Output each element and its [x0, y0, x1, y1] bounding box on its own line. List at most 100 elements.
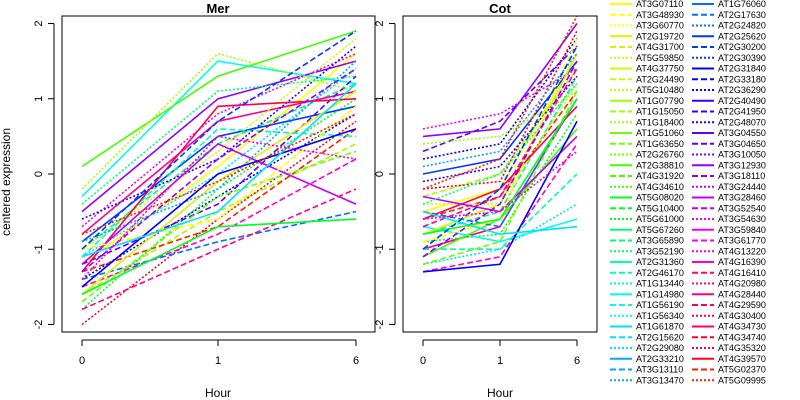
- series-line: [422, 105, 578, 220]
- legend-label: AT5G67260: [636, 225, 684, 235]
- legend-label: AT5G08020: [636, 193, 684, 203]
- legend-label: AT4G13220: [718, 246, 766, 256]
- series-line: [422, 53, 578, 235]
- series-line: [422, 150, 578, 220]
- legend-label: AT1G07790: [636, 96, 684, 106]
- legend-label: AT1G76060: [718, 0, 766, 9]
- legend-label: AT2G31360: [636, 257, 684, 267]
- series-line: [422, 90, 578, 266]
- legend-label: AT3G24440: [718, 182, 766, 192]
- legend-label: AT4G30400: [718, 311, 766, 321]
- legend-label: AT2G30390: [718, 53, 766, 63]
- legend-label: AT2G29080: [636, 343, 684, 353]
- x-tick-label: 6: [353, 355, 359, 367]
- cot-y-axis: -2 -1 0 1 2: [374, 20, 396, 330]
- series-line: [422, 38, 578, 160]
- y-tick-label: 2: [374, 20, 386, 26]
- series-line: [81, 105, 357, 250]
- y-tick-label: 2: [33, 20, 45, 26]
- mer-lines: [81, 30, 357, 326]
- legend-label: AT2G33210: [636, 354, 684, 364]
- legend-label: AT4G16390: [718, 257, 766, 267]
- legend-label: AT1G61870: [636, 322, 684, 332]
- series-line: [81, 60, 357, 198]
- legend-label: AT3G18110: [718, 171, 765, 181]
- legend: AT3G07110AT3G48930AT3G60770AT2G19720AT4G…: [610, 0, 766, 385]
- legend-label: AT1G18400: [636, 117, 684, 127]
- series-line: [422, 120, 578, 273]
- legend-label: AT2G48070: [718, 117, 766, 127]
- series-line: [423, 173, 578, 250]
- x-tick-label: 1: [215, 355, 221, 367]
- series-line: [422, 90, 578, 145]
- legend-label: AT2G33180: [718, 74, 766, 84]
- legend-label: AT3G52540: [718, 203, 766, 213]
- legend-label: AT2G15620: [636, 332, 684, 342]
- series-line: [422, 203, 578, 266]
- series-line: [422, 38, 578, 243]
- y-tick-label: 1: [374, 96, 386, 102]
- legend-label: AT1G63650: [636, 139, 684, 149]
- legend-label: AT4G16410: [718, 268, 766, 278]
- legend-label: AT1G13440: [636, 279, 684, 289]
- y-tick-label: -2: [374, 320, 386, 330]
- plot-frame-mer: [61, 15, 376, 333]
- plot-frame-cot: [402, 15, 598, 333]
- cot-x-axis: 0 1 6: [420, 339, 580, 367]
- legend-label: AT3G12930: [718, 160, 766, 170]
- x-tick-label: 1: [497, 355, 503, 367]
- legend-label: AT3G04550: [718, 128, 766, 138]
- legend-label: AT2G26760: [636, 150, 684, 160]
- series-line: [81, 128, 357, 288]
- legend-label: AT4G37750: [636, 64, 684, 74]
- series-line: [422, 30, 578, 190]
- series-line: [422, 45, 578, 250]
- series-line: [422, 83, 578, 205]
- series-line: [422, 90, 578, 220]
- legend-label: AT3G60770: [636, 21, 684, 31]
- y-tick-label: -2: [33, 320, 45, 330]
- legend-label: AT3G65890: [636, 236, 684, 246]
- x-tick-label: 0: [420, 355, 426, 367]
- legend-label: AT2G41950: [718, 107, 766, 117]
- y-axis-label: centered expression: [0, 128, 13, 236]
- x-tick-label: 0: [79, 355, 85, 367]
- x-axis-label-cot: Hour: [487, 386, 513, 400]
- legend-label: AT2G46170: [636, 268, 684, 278]
- legend-label: AT4G39570: [718, 354, 766, 364]
- legend-label: AT3G13470: [636, 375, 684, 385]
- legend-label: AT1G56190: [636, 300, 684, 310]
- legend-label: AT2G24820: [718, 21, 766, 31]
- series-line: [81, 68, 357, 258]
- legend-label: AT4G34730: [718, 322, 766, 332]
- series-line: [422, 60, 578, 258]
- legend-label: AT4G35320: [718, 343, 766, 353]
- series-line: [422, 23, 578, 138]
- legend-label: AT2G19720: [636, 31, 684, 41]
- series-line: [81, 218, 357, 296]
- legend-label: AT4G34610: [636, 182, 684, 192]
- legend-label: AT2G38810: [636, 160, 684, 170]
- series-line: [81, 83, 357, 258]
- y-tick-label: 0: [374, 171, 386, 177]
- legend-label: AT3G28460: [718, 193, 766, 203]
- legend-label: AT3G54630: [718, 214, 766, 224]
- legend-label: AT5G09995: [718, 375, 766, 385]
- series-line: [422, 68, 578, 130]
- legend-label: AT5G10480: [636, 85, 684, 95]
- legend-label: AT3G61770: [718, 236, 766, 246]
- legend-label: AT3G07110: [636, 0, 683, 9]
- panel-mer: Mer 0 1 6 -2 -1 0 1 2 Hour centered expression: [0, 1, 376, 400]
- legend-label: AT4G31700: [636, 42, 684, 52]
- series-line: [422, 53, 578, 168]
- series-line: [81, 150, 357, 303]
- y-tick-label: -1: [374, 244, 386, 254]
- legend-label: AT2G31840: [718, 64, 766, 74]
- legend-label: AT4G34740: [718, 332, 766, 342]
- legend-label: AT1G51060: [636, 128, 684, 138]
- legend-label: AT2G17630: [718, 10, 766, 20]
- x-axis-label-mer: Hour: [205, 386, 231, 400]
- legend-label: AT1G15050: [636, 107, 684, 117]
- legend-label: AT3G10050: [718, 150, 766, 160]
- series-line: [422, 128, 578, 258]
